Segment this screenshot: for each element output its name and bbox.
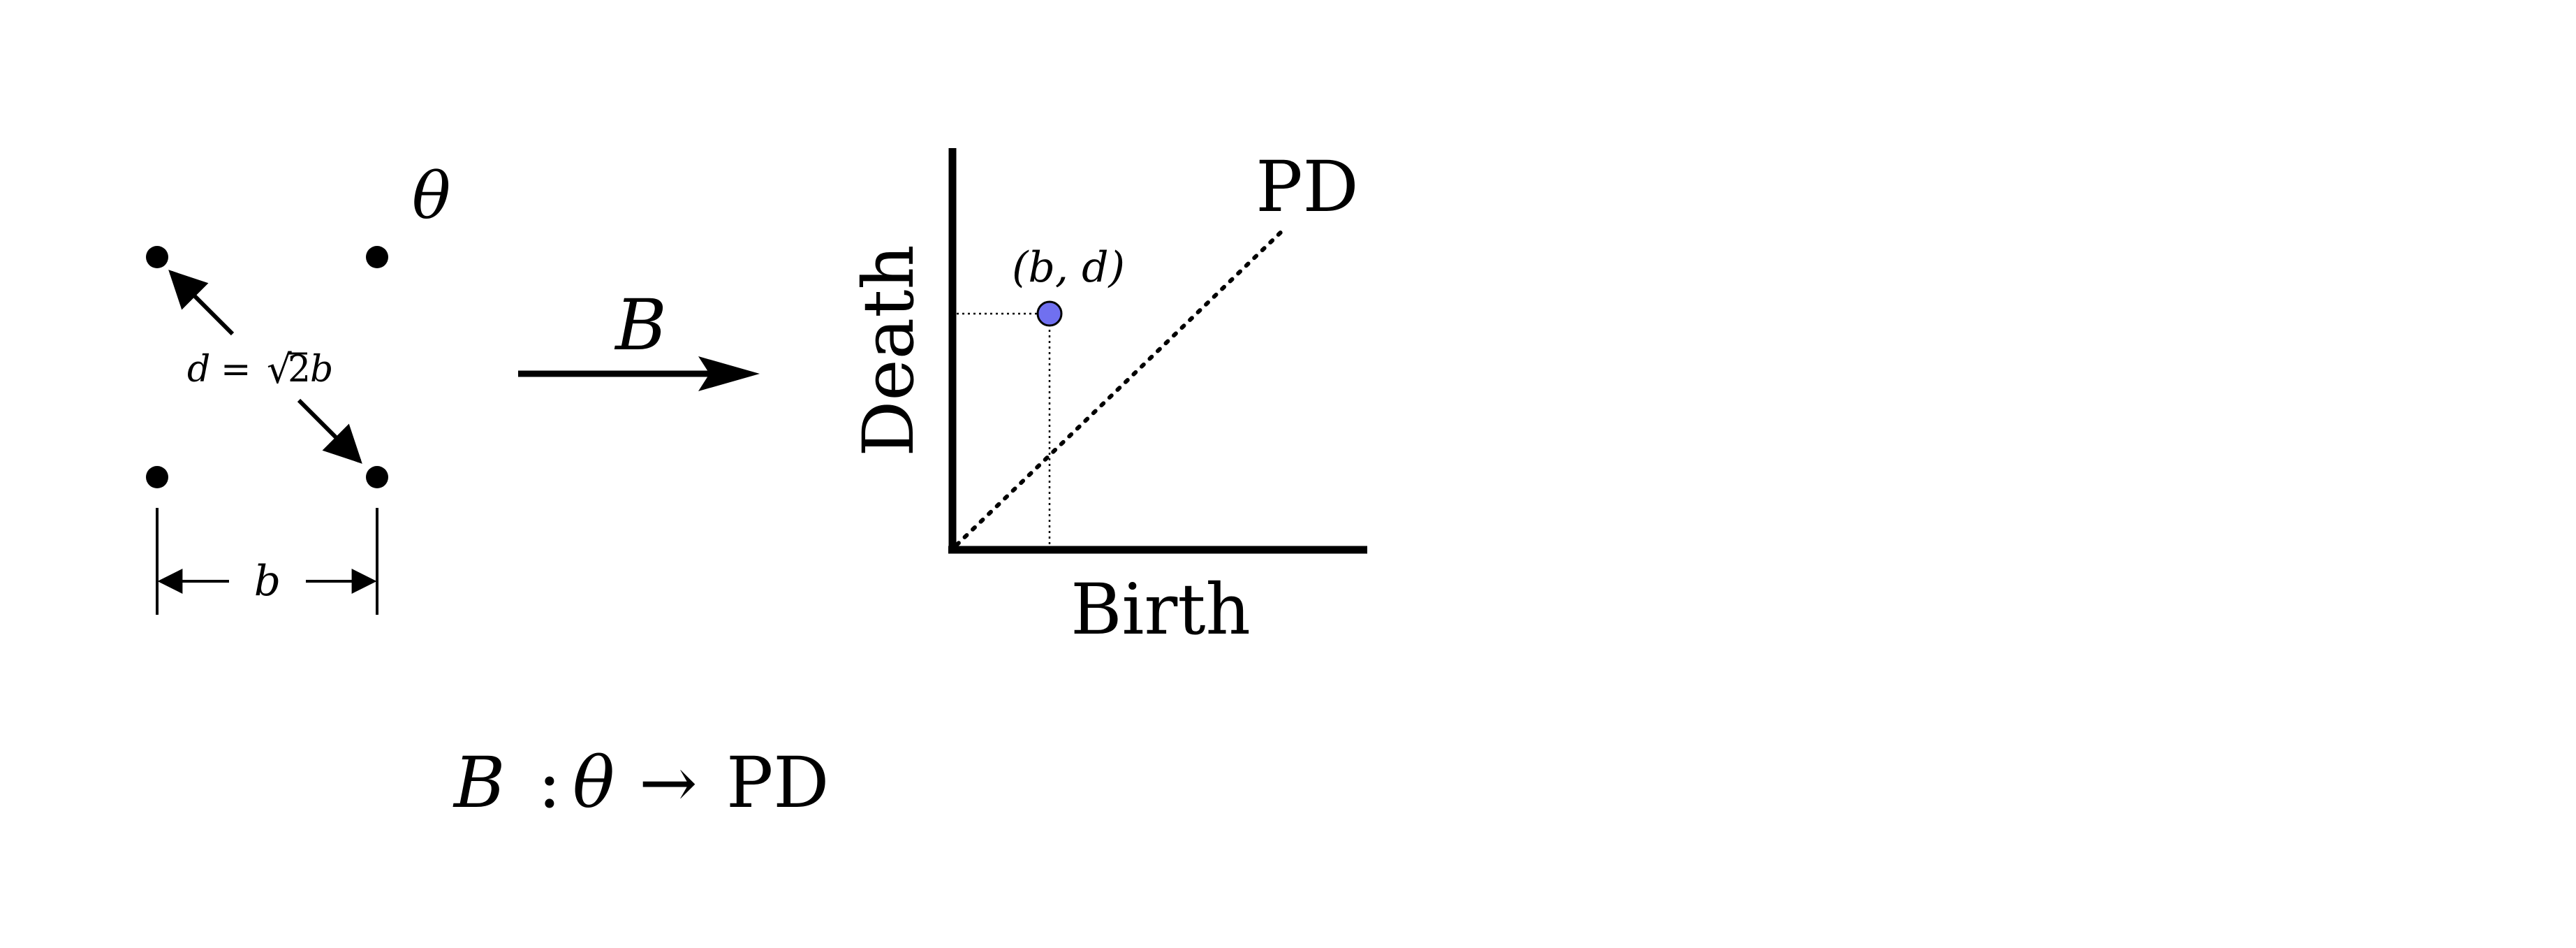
point-cloud-label: θ bbox=[412, 159, 450, 233]
persistence-diagram-label: PD bbox=[1256, 146, 1358, 228]
distance-label: d = √ 2 b bbox=[187, 347, 333, 393]
map-arrow-label: B bbox=[614, 284, 667, 366]
formula-colon: : bbox=[538, 742, 561, 824]
distance-label-sqrt: √ bbox=[267, 347, 292, 393]
formula-domain: θ bbox=[573, 742, 614, 824]
point-bottom-right bbox=[366, 466, 388, 488]
distance-label-equals: = bbox=[221, 349, 251, 391]
formula: B : θ → PD bbox=[452, 742, 829, 824]
point-top-left bbox=[146, 246, 168, 268]
distance-label-d: d bbox=[187, 349, 210, 391]
map-arrow: B bbox=[518, 284, 760, 391]
distance-arrow-lower bbox=[297, 398, 362, 464]
distance-label-b: b bbox=[310, 349, 333, 391]
formula-codomain: PD bbox=[726, 742, 829, 824]
width-label: b bbox=[254, 557, 281, 606]
diagonal-line bbox=[955, 225, 1288, 547]
persistence-point bbox=[1036, 300, 1063, 327]
x-axis-label: Birth bbox=[1070, 569, 1251, 650]
point-top-right bbox=[366, 246, 388, 268]
distance-label-two: 2 bbox=[288, 349, 311, 391]
point-bottom-left bbox=[146, 466, 168, 488]
distance-arrow-upper bbox=[168, 270, 235, 336]
formula-arrow: → bbox=[639, 742, 698, 824]
persistence-diagram: (b, d) PD Birth Death bbox=[848, 146, 1367, 650]
y-axis-label: Death bbox=[848, 245, 929, 457]
point-cloud: θ d = √ 2 b b bbox=[146, 159, 450, 615]
map-arrow-head bbox=[698, 356, 760, 391]
formula-map: B bbox=[452, 742, 506, 824]
persistence-point-label: (b, d) bbox=[1012, 243, 1125, 292]
